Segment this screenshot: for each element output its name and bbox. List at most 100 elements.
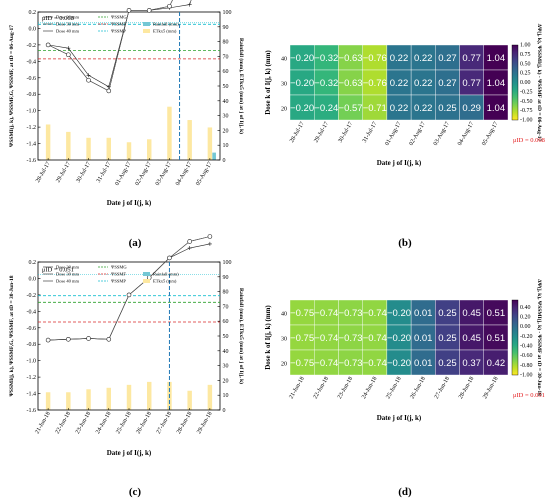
colorbar-tick-label: -0.60 bbox=[520, 353, 533, 359]
etk-bar bbox=[45, 392, 51, 410]
data-point bbox=[45, 337, 51, 343]
chart-d: −0.75 −0.74 −0.73 −0.74 −0.20 0.01 0.25 0.45 0.5… bbox=[264, 279, 545, 422]
cell-value-label: 0.45 bbox=[462, 308, 481, 319]
etk-bar bbox=[106, 137, 112, 160]
legend-entry: Dose 40 mm bbox=[56, 279, 79, 284]
x-tick-label: 01-Aug-17 bbox=[384, 121, 402, 147]
heatmap-cell bbox=[314, 299, 339, 326]
data-point bbox=[126, 8, 132, 13]
cell-value-label: 0.22 bbox=[390, 78, 409, 89]
cell-value-label: 0.22 bbox=[414, 78, 433, 89]
cell-value-label: 1.04 bbox=[487, 103, 506, 114]
heatmap-cell bbox=[338, 69, 363, 96]
x-tick-label: 05-Aug-17 bbox=[195, 161, 213, 187]
y-right-tick-label: 70 bbox=[223, 304, 229, 310]
data-point bbox=[86, 77, 91, 83]
y-right-tick-label: 60 bbox=[223, 319, 229, 325]
chart-b: −0.20 −0.32 −0.63 −0.76 0.22 0.22 0.27 0.77 1.04… bbox=[264, 24, 545, 167]
y-left-axis-label: ΨSSMI(j, k), ΨSSMF,G, ΨSSMF, at tD = 30-… bbox=[8, 275, 15, 396]
heatmap-cell bbox=[314, 94, 339, 121]
colorbar-label: ΔΨ(j, k), ΨSSMI(j, k) - ΨSSMF at tD = 30… bbox=[536, 279, 543, 396]
colorbar-tick-label: -1.00 bbox=[520, 373, 533, 379]
y-right-tick-label: 10 bbox=[223, 393, 229, 399]
cell-value-label: −0.20 bbox=[387, 358, 411, 369]
x-tick-label: 21-Jun-18 bbox=[288, 376, 305, 400]
y-right-tick-label: 90 bbox=[223, 25, 229, 31]
x-tick-label: 29-Jun-18 bbox=[482, 376, 499, 400]
y-right-tick-label: 20 bbox=[223, 128, 229, 134]
etk-bar bbox=[45, 124, 51, 160]
colorbar-label: ΔΨ(j, k), ΨSSMI(j, k) - ΨSSMF at tD = 06… bbox=[536, 24, 543, 142]
cell-value-label: 0.22 bbox=[414, 103, 433, 114]
x-tick-label: 30-Jul-17 bbox=[76, 161, 93, 184]
colorbar-tick-label: -0.25 bbox=[520, 89, 533, 95]
heatmap-cell bbox=[362, 94, 388, 121]
y-left-tick-label: 0.2 bbox=[29, 260, 37, 266]
x-axis-label: Date j of I(j, k) bbox=[377, 159, 422, 167]
legend-swatch bbox=[143, 272, 150, 276]
y-right-axis-label: Rainfall (mm), ETkx5 (mm) at j of I(j, k… bbox=[238, 38, 245, 134]
y-left-tick-label: 0.0 bbox=[29, 26, 37, 32]
cell-value-label: 0.29 bbox=[462, 103, 481, 114]
cell-value-label: −0.75 bbox=[290, 358, 314, 369]
heatmap-cell bbox=[459, 94, 484, 121]
legend-entry: Rainfall (mm) bbox=[153, 272, 179, 277]
mu-label: μID = 0.068 bbox=[513, 137, 545, 144]
x-tick-label: 05-Aug-17 bbox=[481, 121, 499, 147]
y-right-tick-label: 80 bbox=[223, 290, 229, 296]
y-right-tick-label: 100 bbox=[223, 260, 232, 266]
x-axis-label: Date j of I(j, k) bbox=[107, 449, 152, 457]
colorbar-tick-label: 0.25 bbox=[520, 71, 531, 77]
y-axis-label: Dose k of I(j, k) (mm) bbox=[264, 50, 272, 115]
legend-swatch bbox=[143, 29, 150, 33]
etk-bar bbox=[126, 384, 132, 410]
data-point bbox=[45, 42, 51, 48]
series-line bbox=[48, 0, 192, 88]
y-right-tick-label: 0 bbox=[223, 408, 226, 414]
legend: Dose 20 mm Dose 30 mm Dose 40 mm ΨSSMG ΨSSMF… bbox=[43, 15, 179, 34]
cell-value-label: 0.22 bbox=[390, 53, 409, 64]
cell-value-label: −0.76 bbox=[363, 78, 387, 89]
y-left-tick-label: -1.6 bbox=[27, 158, 37, 164]
legend-entry: Dose 20 mm bbox=[56, 265, 79, 270]
y-right-tick-label: 10 bbox=[223, 143, 229, 149]
heatmap-cell bbox=[289, 44, 315, 71]
data-point bbox=[207, 234, 213, 239]
heatmap-cell bbox=[459, 324, 484, 351]
cell-value-label: −0.74 bbox=[363, 333, 387, 344]
plot-frame bbox=[37, 11, 221, 161]
mu-label: μID = 0.051 bbox=[42, 266, 74, 273]
heatmap-cell bbox=[483, 349, 509, 376]
x-tick-label: 22-Jun-18 bbox=[55, 411, 72, 435]
etk-bar bbox=[126, 142, 132, 160]
heatmap-cell bbox=[410, 69, 436, 96]
colorbar-tick-label: 0.00 bbox=[520, 324, 531, 330]
etk-bar bbox=[86, 389, 91, 410]
x-tick-label: 25-Jun-18 bbox=[115, 411, 132, 435]
etk-bar bbox=[66, 131, 71, 160]
heatmap-cell bbox=[314, 69, 339, 96]
x-tick-label: 31-Jul-17 bbox=[362, 121, 379, 144]
x-tick-label: 25-Jun-18 bbox=[385, 376, 402, 400]
y-left-tick-label: -1.4 bbox=[27, 142, 37, 148]
cell-value-label: −0.75 bbox=[290, 333, 314, 344]
heatmap-cell bbox=[410, 44, 436, 71]
y-left-tick-label: -0.2 bbox=[27, 43, 37, 49]
data-point bbox=[167, 3, 172, 9]
heatmap-cell bbox=[338, 299, 363, 326]
y-right-tick-label: 30 bbox=[223, 114, 229, 120]
cell-value-label: 0.25 bbox=[438, 103, 457, 114]
legend-entry: ΨSSMF bbox=[111, 272, 126, 277]
colorbar-tick-label: -0.75 bbox=[520, 108, 533, 114]
cell-value-label: 0.25 bbox=[438, 333, 457, 344]
cell-value-label: −0.74 bbox=[363, 308, 387, 319]
etk-bar bbox=[187, 390, 192, 410]
x-tick-label: 29-Jul-17 bbox=[55, 161, 72, 184]
data-point bbox=[167, 255, 172, 261]
heatmap-cell bbox=[314, 44, 339, 71]
x-tick-label: 29-Jun-18 bbox=[196, 411, 213, 435]
cell-value-label: 1.04 bbox=[487, 53, 506, 64]
legend-entry: ΨSSMP bbox=[111, 279, 126, 284]
data-point bbox=[106, 336, 112, 342]
